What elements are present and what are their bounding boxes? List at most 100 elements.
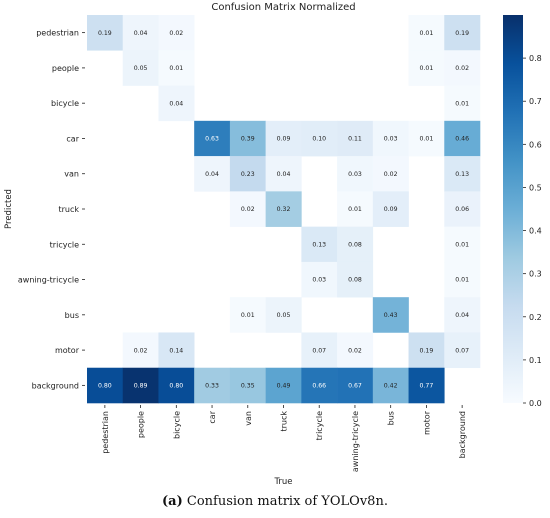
row-tick-label: pedestrian xyxy=(36,29,79,38)
heatmap-cell xyxy=(372,297,409,333)
heatmap-cell xyxy=(158,332,195,369)
cell-value-label: 0.02 xyxy=(455,65,469,72)
cell-value-label: 0.09 xyxy=(277,136,291,143)
heatmap-cell xyxy=(229,297,266,333)
heatmap-cell xyxy=(444,191,481,227)
row-tick-label: car xyxy=(66,134,79,143)
cell-value-label: 0.10 xyxy=(312,136,326,143)
cell-value-label: 0.11 xyxy=(348,136,362,143)
colorbar-tick-label: 0.6 xyxy=(529,140,542,149)
cell-value-label: 0.01 xyxy=(348,206,362,213)
col-tick-label: car xyxy=(208,410,217,423)
heatmap-cell xyxy=(229,156,266,192)
x-axis-label: True xyxy=(273,477,292,487)
row-tick-label: van xyxy=(64,170,79,179)
heatmap-cell xyxy=(372,191,409,227)
cell-value-label: 0.02 xyxy=(348,347,362,354)
cell-value-label: 0.03 xyxy=(312,277,326,284)
heatmap-cell xyxy=(158,367,195,404)
row-tick-label: bus xyxy=(65,311,79,320)
col-tick-label: bus xyxy=(387,411,396,425)
heatmap-cell xyxy=(122,50,159,86)
cell-value-label: 0.66 xyxy=(312,383,326,390)
cell-value-label: 0.04 xyxy=(455,312,469,319)
cell-value-label: 0.35 xyxy=(241,383,255,390)
heatmap-cell xyxy=(444,15,481,51)
heatmap-cell xyxy=(408,120,445,157)
heatmap-cell xyxy=(372,120,409,157)
col-tick-label: awning-tricycle xyxy=(351,411,360,472)
heatmap-cell xyxy=(194,156,231,192)
caption-text: Confusion matrix of YOLOv8n. xyxy=(182,494,388,509)
heatmap-cell xyxy=(444,226,481,263)
col-tick-labels: pedestrian people bicycle car van truck tricyc… xyxy=(101,405,467,472)
cell-value-label: 0.13 xyxy=(312,241,326,248)
col-tick-label: people xyxy=(137,411,146,438)
cell-value-label: 0.07 xyxy=(455,347,469,354)
heatmap-cell xyxy=(337,120,374,157)
heatmap-cell xyxy=(372,367,409,404)
cell-value-label: 0.63 xyxy=(205,136,219,143)
heatmap-cell xyxy=(444,156,481,192)
heatmap-cell xyxy=(301,226,338,263)
heatmap-cell xyxy=(194,120,231,157)
cell-value-label: 0.32 xyxy=(277,206,291,213)
caption-label: (a) xyxy=(162,494,183,509)
cell-value-label: 0.01 xyxy=(169,65,183,72)
heatmap-cell xyxy=(337,191,374,227)
row-tick-label: bicycle xyxy=(51,99,79,108)
heatmap-cell xyxy=(408,50,445,86)
heatmap-cell xyxy=(337,332,374,369)
cell-value-label: 0.01 xyxy=(241,312,255,319)
cell-value-label: 0.09 xyxy=(384,206,398,213)
col-tick-label: pedestrian xyxy=(101,411,110,454)
heatmap-cell xyxy=(444,50,481,86)
heatmap-cell xyxy=(337,226,374,263)
heatmap-cell xyxy=(301,332,338,369)
cell-value-label: 0.01 xyxy=(455,241,469,248)
colorbar-tick-label: 0.8 xyxy=(529,54,542,63)
row-tick-label: people xyxy=(52,64,79,73)
cell-value-label: 0.43 xyxy=(384,312,398,319)
colorbar-gradient xyxy=(503,15,523,403)
cell-value-label: 0.02 xyxy=(384,171,398,178)
colorbar-tick-label: 0.2 xyxy=(529,313,542,322)
cell-value-label: 0.05 xyxy=(277,312,291,319)
heatmap-cell xyxy=(444,261,481,298)
y-axis-label: Predicted xyxy=(4,189,14,229)
row-tick-label: truck xyxy=(58,205,79,214)
heatmap-cell xyxy=(337,156,374,192)
cell-value-label: 0.04 xyxy=(277,171,291,178)
figure-caption: (a) Confusion matrix of YOLOv8n. xyxy=(0,494,550,509)
heatmap-cell xyxy=(229,191,266,227)
cell-value-label: 0.04 xyxy=(169,100,183,107)
col-tick-label: truck xyxy=(280,411,289,432)
cell-value-label: 0.01 xyxy=(420,30,434,37)
colorbar-tick-label: 0.4 xyxy=(529,227,542,236)
colorbar-tick-label: 0.5 xyxy=(529,183,542,192)
cell-value-label: 0.01 xyxy=(455,100,469,107)
col-tick-label: tricycle xyxy=(315,411,324,440)
cell-value-label: 0.02 xyxy=(169,30,183,37)
heatmap-cells: 0.19 0.04 0.02 0.01 0.19 0.05 0.01 0.01 0.02 0.04… xyxy=(87,15,481,404)
heatmap-cell xyxy=(265,120,302,157)
cell-value-label: 0.04 xyxy=(205,171,219,178)
cell-value-label: 0.05 xyxy=(134,65,148,72)
colorbar-tick-label: 0.3 xyxy=(529,270,542,279)
cell-value-label: 0.13 xyxy=(455,171,469,178)
heatmap-cell xyxy=(301,367,338,404)
colorbar-tick-label: 0.0 xyxy=(529,399,542,408)
heatmap-cell xyxy=(122,15,159,51)
heatmap-cell xyxy=(87,15,124,51)
cell-value-label: 0.04 xyxy=(134,30,148,37)
heatmap-cell xyxy=(158,50,195,86)
heatmap-cell xyxy=(408,332,445,369)
cell-value-label: 0.19 xyxy=(98,30,112,37)
heatmap-cell xyxy=(158,15,195,51)
heatmap-cell xyxy=(265,191,302,227)
heatmap-cell xyxy=(444,120,481,157)
heatmap-cell xyxy=(337,261,374,298)
heatmap-cell xyxy=(265,156,302,192)
col-tick-label: bicycle xyxy=(172,411,181,439)
cell-value-label: 0.33 xyxy=(205,383,219,390)
